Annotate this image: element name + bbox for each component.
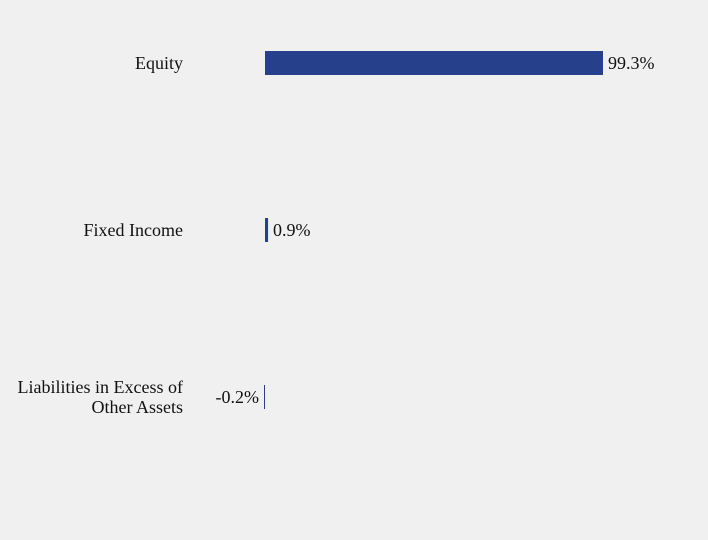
value-label: 0.9%	[273, 220, 311, 240]
category-label: Equity	[135, 53, 183, 73]
bar	[265, 51, 603, 75]
category-label-line: Fixed Income	[84, 220, 183, 240]
value-label: -0.2%	[216, 387, 260, 407]
category-labels: Equity Fixed Income Liabilities in Excess …	[18, 53, 183, 417]
bars	[264, 51, 603, 409]
category-label: Fixed Income	[84, 220, 183, 240]
category-label-line: Liabilities in Excess of	[18, 377, 183, 397]
bar	[264, 385, 265, 409]
value-labels: 99.3% 0.9% -0.2%	[216, 53, 655, 407]
value-label: 99.3%	[608, 53, 655, 73]
category-label: Liabilities in Excess of Other Assets	[18, 377, 183, 417]
category-label-line: Other Assets	[92, 397, 184, 417]
category-label-line: Equity	[135, 53, 183, 73]
bar	[265, 218, 269, 242]
